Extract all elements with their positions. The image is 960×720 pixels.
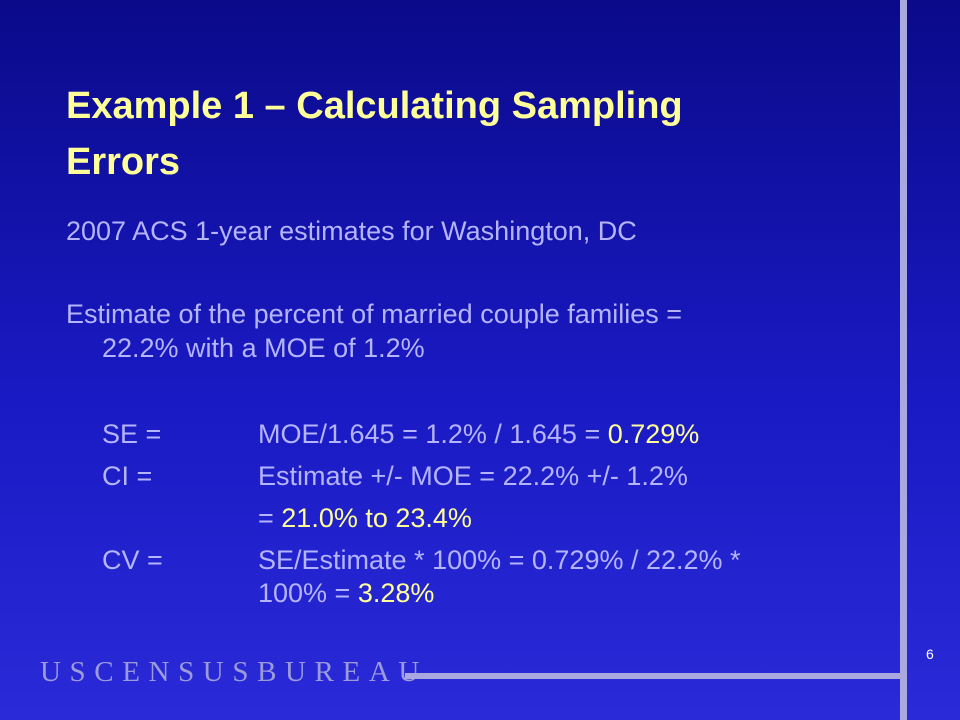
ci-result: 21.0% to 23.4% [281,503,472,533]
estimate-line-2: 22.2% with a MOE of 1.2% [102,333,425,363]
slide-title: Example 1 – Calculating Sampling Errors [66,78,866,190]
cv-formula-line-1: SE/Estimate * 100% = 0.729% / 22.2% * [258,545,741,575]
se-formula: MOE/1.645 = 1.2% / 1.645 = [258,419,608,449]
se-result: 0.729% [607,419,700,449]
se-label: SE = [102,419,162,449]
title-line-1: Example 1 – Calculating Sampling [66,85,683,127]
vertical-divider [900,0,907,720]
estimate-line-1: Estimate of the percent of married coupl… [66,299,683,329]
ci-result-prefix: = [258,503,282,533]
ci-label: CI = [102,461,153,491]
cv-result-row: 100% = 3.28% [258,577,434,609]
footer-bar [405,673,900,679]
page-number: 6 [926,646,934,662]
census-bureau-logo: USCENSUSBUREAU [40,656,428,688]
subtitle: 2007 ACS 1-year estimates for Washington… [66,216,637,246]
cv-formula-line-2: 100% = [258,578,358,608]
cv-label: CV = [102,545,163,575]
se-formula-row: MOE/1.645 = 1.2% / 1.645 = 0.729% [258,418,699,450]
cv-result: 3.28% [357,578,435,608]
title-line-2: Errors [66,141,181,183]
ci-formula: Estimate +/- MOE = 22.2% +/- 1.2% [258,461,688,491]
ci-result-row: = 21.0% to 23.4% [258,502,472,534]
